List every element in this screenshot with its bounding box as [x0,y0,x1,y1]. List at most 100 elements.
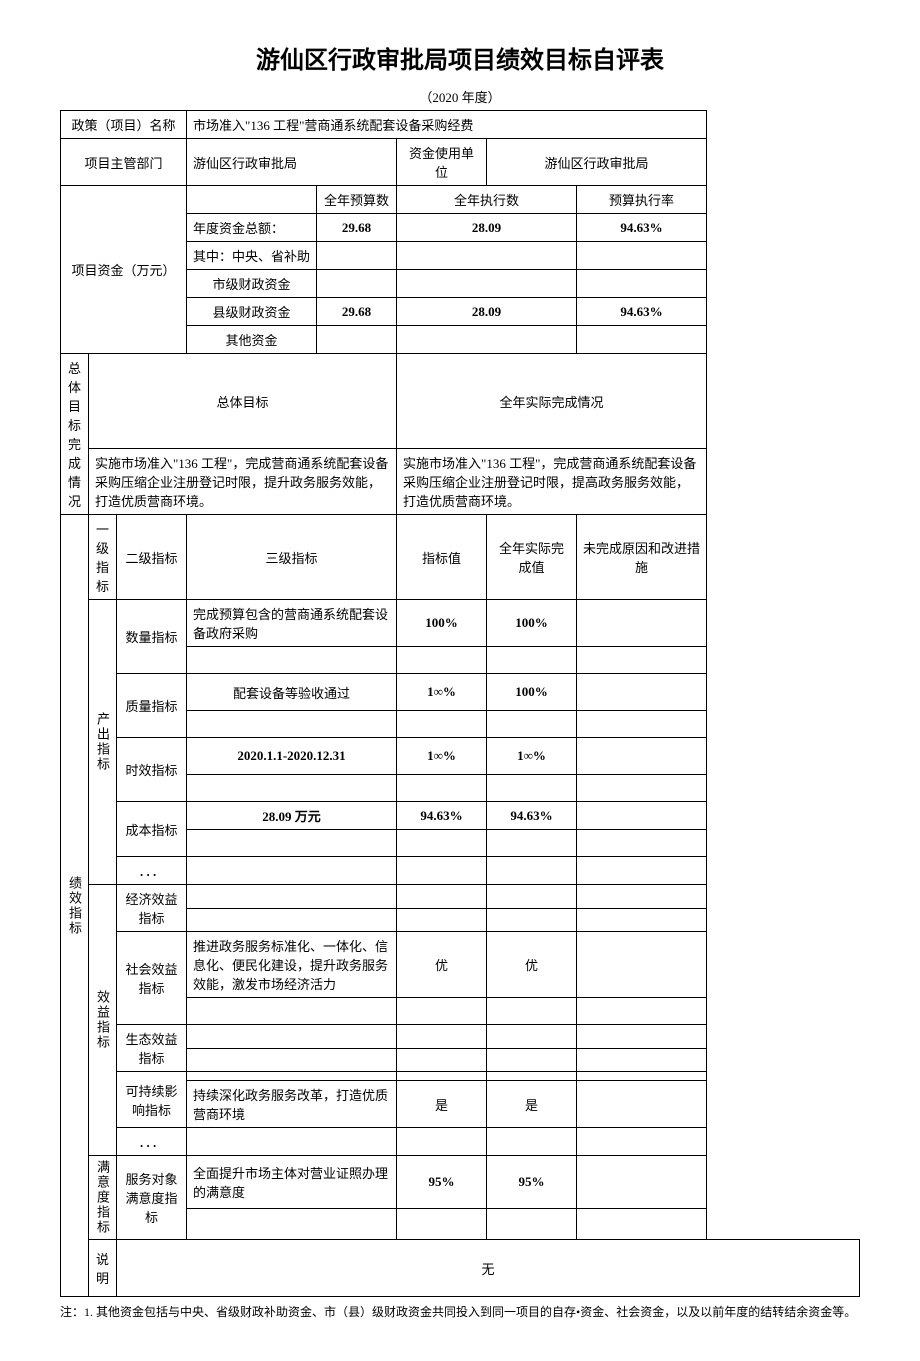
other-label: 其他资金 [187,326,317,354]
dept-value: 游仙区行政审批局 [187,139,397,186]
sub-cost: 成本指标 [117,802,187,857]
city-label: 市级财政资金 [187,270,317,298]
explain-label: 说明 [89,1240,117,1297]
blank-cell [317,242,397,270]
blank-cell [577,1025,707,1049]
blank-cell [577,1048,707,1072]
sub-satisfy: 服务对象满意度指标 [117,1156,187,1240]
sub-eco: 生态效益指标 [117,1025,187,1072]
blank-cell [577,885,707,909]
blank-cell [187,711,397,738]
year-subtitle: （2020 年度） [60,87,860,106]
time-actual: 1∞% [487,738,577,775]
overall-goal-label: 总体目标完成情况 [61,354,89,515]
qty-actual: 100% [487,600,577,647]
qual-text: 配套设备等验收通过 [187,674,397,711]
sub-econ: 经济效益指标 [117,885,187,932]
qual-target: 1∞% [397,674,487,711]
blank-cell [577,1156,707,1209]
blank-cell [397,908,487,932]
header-exec: 全年执行数 [397,186,577,214]
blank-cell [487,775,577,802]
cost-text: 28.09 万元 [187,802,397,830]
total-exec: 28.09 [397,214,577,242]
blank-cell [487,1048,577,1072]
overall-actual-header: 全年实际完成情况 [397,354,707,449]
county-budget: 29.68 [317,298,397,326]
header-budget: 全年预算数 [317,186,397,214]
blank-cell [397,1072,487,1081]
blank-cell [487,647,577,674]
blank-cell [577,1209,707,1240]
actual-label: 全年实际完成值 [487,515,577,600]
blank-cell [187,1128,397,1156]
blank-cell [397,775,487,802]
county-exec: 28.09 [397,298,577,326]
blank-cell [577,738,707,775]
blank-cell [487,998,577,1025]
blank-cell [187,647,397,674]
blank-cell [577,775,707,802]
explain-value: 无 [117,1240,860,1297]
sub-social: 社会效益指标 [117,932,187,1025]
target-label: 指标值 [397,515,487,600]
time-text: 2020.1.1-2020.12.31 [187,738,397,775]
fund-use-unit-value: 游仙区行政审批局 [487,139,707,186]
cat-satisfy: 满意度指标 [89,1156,117,1240]
blank-cell [187,857,397,885]
blank-cell [397,1025,487,1049]
sustain-target: 是 [397,1081,487,1128]
blank-cell [317,270,397,298]
lvl2-label: 二级指标 [117,515,187,600]
total-rate: 94.63% [577,214,707,242]
policy-name-value: 市场准入"136 工程"营商通系统配套设备采购经费 [187,111,707,139]
sustain-text: 持续深化政务服务改革，打造优质营商环境 [187,1081,397,1128]
blank-cell [187,1048,397,1072]
blank-cell [577,998,707,1025]
blank-cell [187,1072,397,1081]
county-label: 县级财政资金 [187,298,317,326]
cat-output: 产出指标 [89,600,117,885]
evaluation-table: 政策（项目）名称 市场准入"136 工程"营商通系统配套设备采购经费 项目主管部… [60,110,860,1297]
lvl1-label: 一级指标 [89,515,117,600]
blank-cell [187,775,397,802]
policy-name-label: 政策（项目）名称 [61,111,187,139]
blank-cell [487,1128,577,1156]
blank-cell [577,711,707,738]
blank-cell [577,932,707,998]
blank-cell [577,600,707,647]
blank-cell [187,885,397,909]
blank-cell [577,1081,707,1128]
blank-cell [577,674,707,711]
qty-text: 完成预算包含的营商通系统配套设备政府采购 [187,600,397,647]
satisfy-actual: 95% [487,1156,577,1209]
blank-cell [577,857,707,885]
blank-cell [187,1025,397,1049]
blank-cell [577,647,707,674]
sub-sustain: 可持续影响指标 [117,1072,187,1128]
header-rate: 预算执行率 [577,186,707,214]
qual-actual: 100% [487,674,577,711]
blank-cell [397,242,577,270]
blank-cell [397,830,487,857]
blank-cell [187,186,317,214]
blank-cell [577,908,707,932]
social-text: 推进政务服务标准化、一体化、信息化、便民化建设，提升政务服务效能，激发市场经济活… [187,932,397,998]
blank-cell [397,885,487,909]
reason-label: 未完成原因和改进措施 [577,515,707,600]
blank-cell [187,998,397,1025]
blank-cell [397,270,577,298]
social-actual: 优 [487,932,577,998]
qty-target: 100% [397,600,487,647]
blank-cell [577,830,707,857]
cost-actual: 94.63% [487,802,577,830]
blank-cell [487,908,577,932]
blank-cell [187,908,397,932]
page-title: 游仙区行政审批局项目绩效目标自评表 [60,40,860,75]
blank-cell [487,1209,577,1240]
lvl3-label: 三级指标 [187,515,397,600]
satisfy-target: 95% [397,1156,487,1209]
blank-cell [397,998,487,1025]
blank-cell [317,326,397,354]
overall-goal-header: 总体目标 [89,354,397,449]
